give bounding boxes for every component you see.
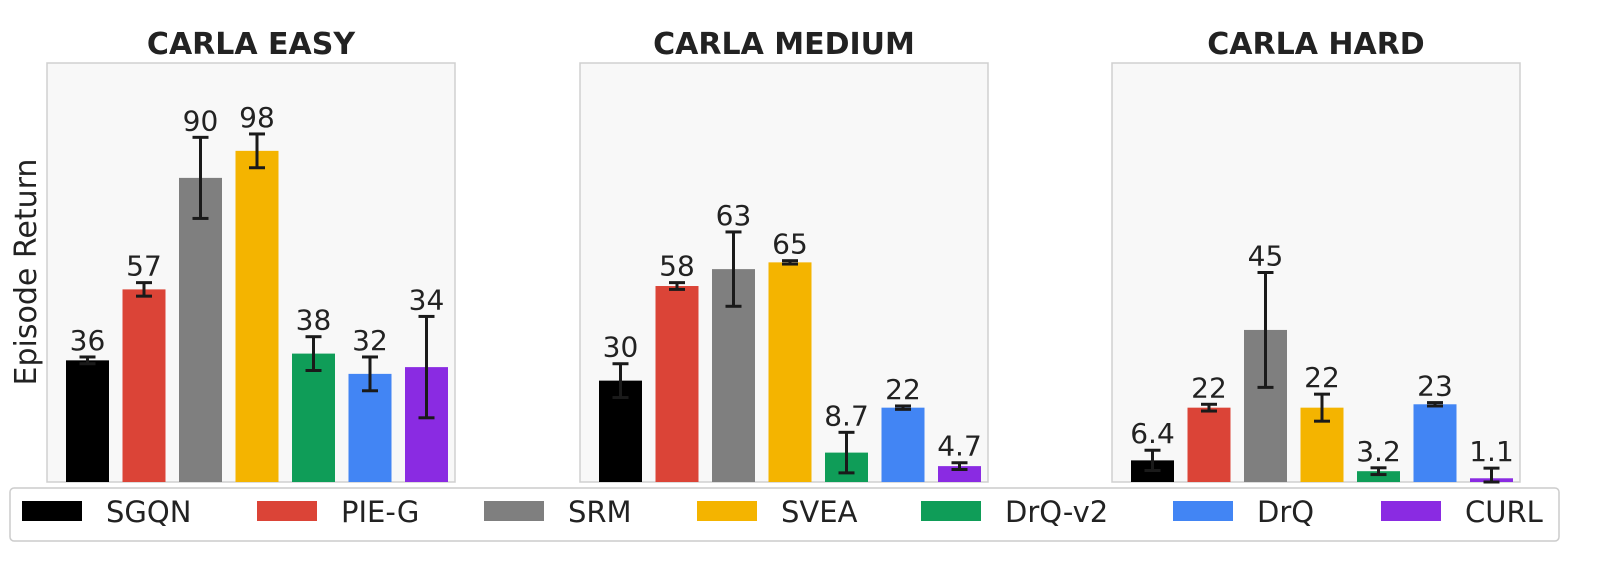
value-label: 57 — [126, 250, 162, 283]
bar-pie-g — [655, 286, 699, 482]
legend-swatch-srm — [484, 501, 544, 521]
bar-sgqn — [66, 360, 109, 482]
legend-swatch-pie-g — [257, 501, 317, 521]
bar-curl — [938, 466, 981, 482]
bar-pie-g — [1187, 407, 1231, 482]
value-label: 30 — [603, 331, 639, 364]
value-label: 90 — [183, 104, 219, 137]
value-label: 63 — [716, 199, 752, 232]
legend-swatch-curl — [1381, 501, 1441, 521]
legend-box — [9, 487, 1560, 542]
value-label: 34 — [409, 283, 445, 316]
legend-label-curl: CURL — [1465, 495, 1543, 529]
panel-3-title: CARLA HARD — [1207, 27, 1424, 62]
value-label: 22 — [885, 373, 921, 406]
value-label: 36 — [70, 324, 106, 357]
bar-drq — [1413, 404, 1457, 482]
bar-pie-g — [122, 289, 166, 482]
value-label: 58 — [659, 250, 695, 283]
value-label: 45 — [1248, 240, 1284, 273]
legend-label-sgqn: SGQN — [106, 495, 191, 529]
value-label: 4.7 — [937, 430, 982, 463]
panel-2-title: CARLA MEDIUM — [653, 27, 915, 62]
legend-swatch-drq — [1173, 501, 1233, 521]
value-label: 38 — [296, 304, 332, 337]
value-label: 22 — [1191, 371, 1227, 404]
value-label: 3.2 — [1356, 435, 1401, 468]
legend-label-svea: SVEA — [781, 495, 858, 529]
value-label: 22 — [1304, 361, 1340, 394]
value-label: 1.1 — [1469, 435, 1514, 468]
value-label: 23 — [1417, 370, 1453, 403]
legend-label-drq: DrQ — [1257, 495, 1314, 529]
bar-drq-v2 — [292, 353, 335, 482]
value-label: 8.7 — [824, 399, 869, 432]
value-label: 6.4 — [1130, 417, 1175, 450]
panel-1-title: CARLA EASY — [147, 27, 356, 62]
legend-swatch-drq-v2 — [921, 501, 981, 521]
bar-drq — [881, 407, 925, 482]
bar-drq-v2 — [1357, 471, 1400, 482]
legend-label-pie-g: PIE-G — [341, 495, 419, 529]
legend-label-drq-v2: DrQ-v2 — [1005, 495, 1108, 529]
y-axis-label: Episode Return — [9, 159, 44, 386]
value-label: 32 — [352, 324, 388, 357]
legend-label-srm: SRM — [568, 495, 632, 529]
legend-swatch-sgqn — [22, 501, 82, 521]
bar-svea — [235, 150, 279, 482]
legend-swatch-svea — [697, 501, 757, 521]
value-label: 65 — [772, 228, 808, 261]
bar-svea — [768, 262, 812, 482]
bar-srm — [179, 177, 222, 483]
value-label: 98 — [239, 101, 275, 134]
